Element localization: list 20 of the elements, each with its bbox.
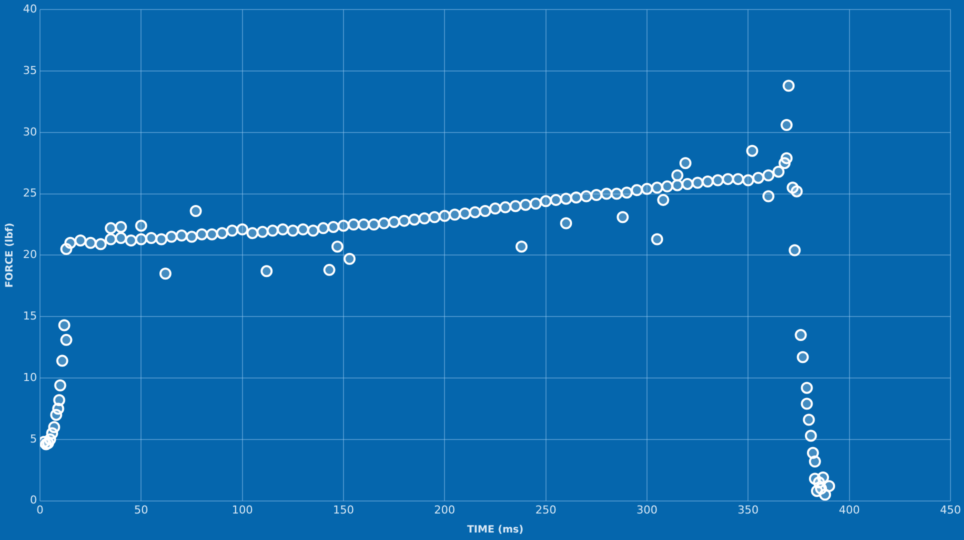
y-tick-label: 40 [22,2,37,16]
x-tick-label: 250 [535,503,556,516]
y-tick-label: 30 [22,125,37,138]
x-tick-label: 200 [434,503,456,516]
x-tick-label: 100 [232,503,253,516]
x-tick-label: 150 [333,503,354,516]
y-tick-label: 10 [22,370,37,384]
y-tick-label: 20 [22,248,37,262]
y-tick-label: 0 [30,494,37,507]
y-axis-title: FORCE (lbf) [4,222,16,288]
x-axis-title: TIME (ms) [467,524,524,536]
x-tick-label: 450 [940,503,961,516]
y-tick-label: 25 [22,186,37,200]
x-tick-label: 50 [134,503,148,516]
y-tick-label: 35 [22,64,37,77]
x-tick-label: 400 [838,503,860,516]
x-tick-label: 300 [636,503,658,516]
x-tick-label: 350 [738,503,759,516]
y-tick-label: 15 [22,309,37,322]
y-tick-label: 5 [30,432,37,446]
